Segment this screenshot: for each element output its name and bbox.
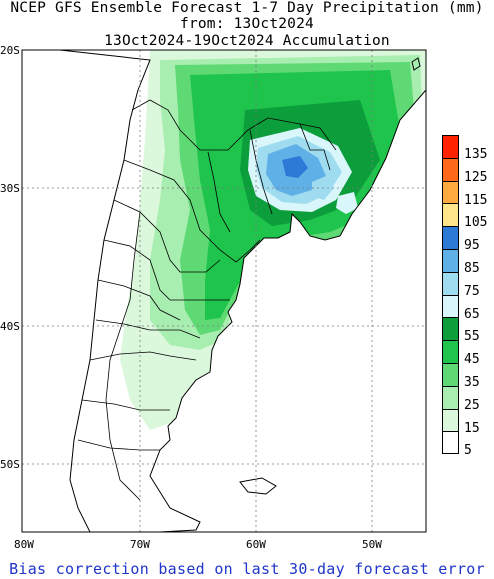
legend-label: 115	[464, 192, 488, 208]
legend-swatch	[442, 271, 459, 295]
map-frame	[21, 49, 427, 533]
legend-item: 35	[442, 362, 494, 389]
legend-swatch	[442, 226, 459, 249]
legend-label: 75	[464, 283, 480, 299]
legend-label: 105	[464, 215, 488, 231]
legend-item: 135	[442, 135, 494, 162]
legend-item: 95	[442, 226, 494, 253]
legend-item: 5	[442, 431, 494, 458]
legend-item: 45	[442, 340, 494, 367]
title-line-2: from: 13Oct2024	[180, 16, 314, 32]
legend-label: 55	[464, 329, 480, 345]
lon-label-60w: 60W	[246, 538, 266, 551]
legend-label: 135	[464, 147, 488, 162]
legend-swatch	[442, 431, 459, 455]
footer-note: Bias correction based on last 30-day for…	[9, 560, 485, 578]
legend-item: 115	[442, 180, 494, 207]
legend-label: 95	[464, 238, 480, 254]
legend-item: 65	[442, 294, 494, 321]
legend-item: 75	[442, 271, 494, 298]
legend-label: 125	[464, 169, 488, 185]
lat-label-40s: 40S	[0, 320, 20, 333]
coastline	[59, 50, 426, 532]
legend-swatch	[442, 157, 459, 181]
title-line-3: 13Oct2024-19Oct2024 Accumulation	[104, 33, 390, 49]
political-borders	[77, 99, 337, 501]
legend-label: 85	[464, 260, 480, 276]
legend-label: 45	[464, 352, 480, 368]
graticule	[22, 50, 426, 532]
legend-swatch	[442, 248, 459, 272]
legend-label: 5	[464, 443, 472, 459]
legend-item: 15	[442, 408, 494, 435]
legend-item: 25	[442, 385, 494, 412]
lon-label-70w: 70W	[130, 538, 150, 551]
legend-swatch	[442, 385, 459, 409]
lat-label-20s: 20S	[0, 44, 20, 57]
island	[411, 57, 421, 71]
legend-swatch	[442, 294, 459, 318]
lat-label-50s: 50S	[0, 458, 20, 471]
legend-label: 65	[464, 306, 480, 322]
legend-swatch	[442, 408, 459, 432]
legend-item: 85	[442, 248, 494, 275]
lat-label-30s: 30S	[0, 182, 20, 195]
legend-swatch	[442, 135, 459, 158]
legend-item: 55	[442, 317, 494, 344]
lon-label-80w: 80W	[14, 538, 34, 551]
legend-item: 125	[442, 157, 494, 184]
legend-item: 105	[442, 203, 494, 230]
color-legend: 135 125 115 105 95 85 75 65 55 45 35 25 15 5	[442, 135, 494, 458]
legend-label: 35	[464, 374, 480, 390]
title-line-1: NCEP GFS Ensemble Forecast 1-7 Day Preci…	[10, 0, 484, 16]
legend-swatch	[442, 362, 459, 386]
lon-label-50w: 50W	[362, 538, 382, 551]
legend-swatch	[442, 317, 459, 341]
legend-swatch	[442, 340, 459, 363]
legend-swatch	[442, 180, 459, 204]
legend-label: 25	[464, 397, 480, 413]
precipitation-field	[120, 50, 426, 430]
legend-swatch	[442, 203, 459, 227]
island	[239, 477, 277, 495]
legend-label: 15	[464, 420, 480, 436]
